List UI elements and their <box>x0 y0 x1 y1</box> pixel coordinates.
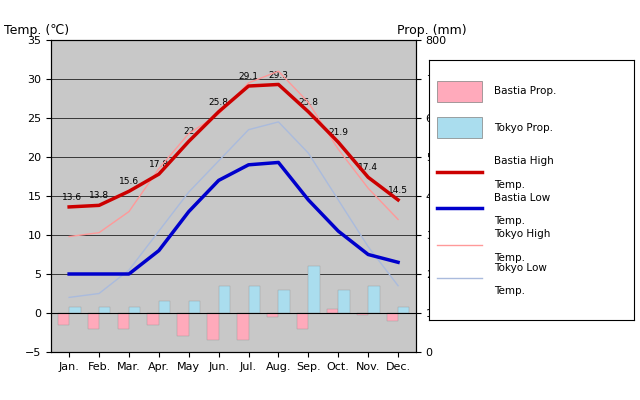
Text: Temp.: Temp. <box>494 253 525 262</box>
FancyBboxPatch shape <box>437 117 482 138</box>
Bar <box>177 313 189 336</box>
Bar <box>327 309 339 313</box>
Text: 29.1: 29.1 <box>239 72 259 81</box>
Bar <box>368 286 380 313</box>
Bar <box>159 301 170 313</box>
Bar <box>308 266 320 313</box>
Bar <box>387 313 398 321</box>
Bar <box>248 286 260 313</box>
Bar <box>237 313 248 340</box>
Text: Tokyo High: Tokyo High <box>494 229 550 239</box>
Bar <box>219 286 230 313</box>
Text: Bastia High: Bastia High <box>494 156 554 166</box>
Bar <box>267 313 278 317</box>
Bar <box>99 307 111 313</box>
Text: 14.5: 14.5 <box>388 186 408 195</box>
Text: Tokyo Low: Tokyo Low <box>494 263 547 273</box>
Text: Tokyo Prop.: Tokyo Prop. <box>494 122 554 132</box>
Bar <box>189 301 200 313</box>
Text: 17.8: 17.8 <box>148 160 169 169</box>
Text: 25.8: 25.8 <box>209 98 228 107</box>
Text: Temp.: Temp. <box>494 216 525 226</box>
Text: Temp.: Temp. <box>494 286 525 296</box>
Text: 22: 22 <box>183 128 195 136</box>
Text: 25.8: 25.8 <box>298 98 318 107</box>
Text: 29.3: 29.3 <box>268 70 289 80</box>
Bar <box>278 290 290 313</box>
Text: Prop. (mm): Prop. (mm) <box>397 24 467 37</box>
Bar <box>58 313 69 325</box>
Bar <box>147 313 159 325</box>
Text: 15.6: 15.6 <box>119 177 139 186</box>
Bar <box>339 290 349 313</box>
Bar <box>88 313 99 329</box>
Text: Bastia Prop.: Bastia Prop. <box>494 86 557 96</box>
Bar <box>118 313 129 329</box>
Bar <box>398 307 410 313</box>
Bar <box>207 313 219 340</box>
Text: Temp.: Temp. <box>494 180 525 190</box>
Text: Bastia Low: Bastia Low <box>494 193 550 203</box>
Text: 17.4: 17.4 <box>358 163 378 172</box>
Text: 13.6: 13.6 <box>62 193 82 202</box>
FancyBboxPatch shape <box>437 81 482 102</box>
Bar <box>69 307 81 313</box>
Text: 13.8: 13.8 <box>89 192 109 200</box>
Text: Temp. (℃): Temp. (℃) <box>4 24 69 37</box>
Text: 21.9: 21.9 <box>328 128 348 137</box>
Bar <box>356 313 368 315</box>
Bar <box>297 313 308 329</box>
Bar <box>129 307 140 313</box>
